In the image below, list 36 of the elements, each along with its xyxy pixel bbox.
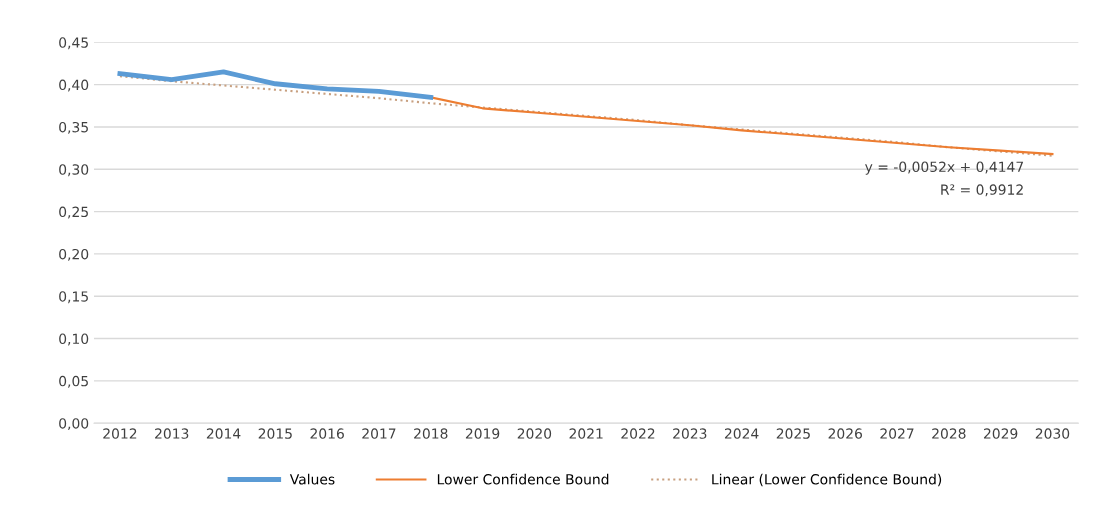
y-tick-label: 0,40 xyxy=(59,79,89,92)
legend-label: Linear (Lower Confidence Bound) xyxy=(712,473,942,487)
y-tick-label: 0,45 xyxy=(59,37,88,50)
y-tick-label: 0,00 xyxy=(59,418,89,431)
y-tick-label: 0,15 xyxy=(59,291,88,304)
x-tick-label: 2016 xyxy=(310,428,344,439)
x-tick-label: 2015 xyxy=(258,428,292,439)
x-tick-label: 2027 xyxy=(880,428,914,439)
y-tick-label: 0,35 xyxy=(59,121,88,134)
x-tick-label: 2014 xyxy=(206,428,241,439)
y-tick-label: 0,10 xyxy=(59,333,89,346)
legend-label: Lower Confidence Bound xyxy=(437,473,609,485)
x-tick-label: 2018 xyxy=(414,428,448,439)
x-tick-label: 2020 xyxy=(517,428,552,439)
y-tick-label: 0,20 xyxy=(59,248,89,261)
x-tick-label: 2023 xyxy=(673,428,707,439)
y-tick-label: 0,05 xyxy=(59,375,88,388)
x-tick-label: 2017 xyxy=(362,428,396,439)
x-tick-label: 2019 xyxy=(465,428,500,439)
line-series xyxy=(117,69,434,100)
legend-label: Values xyxy=(289,473,335,485)
x-tick-label: 2021 xyxy=(569,428,603,439)
x-tick-label: 2012 xyxy=(103,428,137,439)
line-series xyxy=(118,75,1054,157)
y-tick-label: 0,25 xyxy=(59,206,88,219)
x-tick-label: 2024 xyxy=(724,428,759,439)
x-tick-label: 2029 xyxy=(983,428,1018,439)
annotation: R² = 0,9912 xyxy=(941,184,1023,197)
x-tick-label: 2028 xyxy=(932,428,966,439)
x-tick-label: 2030 xyxy=(1035,428,1070,439)
x-tick-label: 2022 xyxy=(621,428,655,439)
x-tick-label: 2026 xyxy=(828,428,863,439)
x-tick-label: 2025 xyxy=(776,428,810,439)
annotation: y = -0,0052x + 0,4147 xyxy=(865,161,1024,175)
x-tick-label: 2013 xyxy=(155,428,189,439)
y-tick-label: 0,30 xyxy=(59,164,89,177)
